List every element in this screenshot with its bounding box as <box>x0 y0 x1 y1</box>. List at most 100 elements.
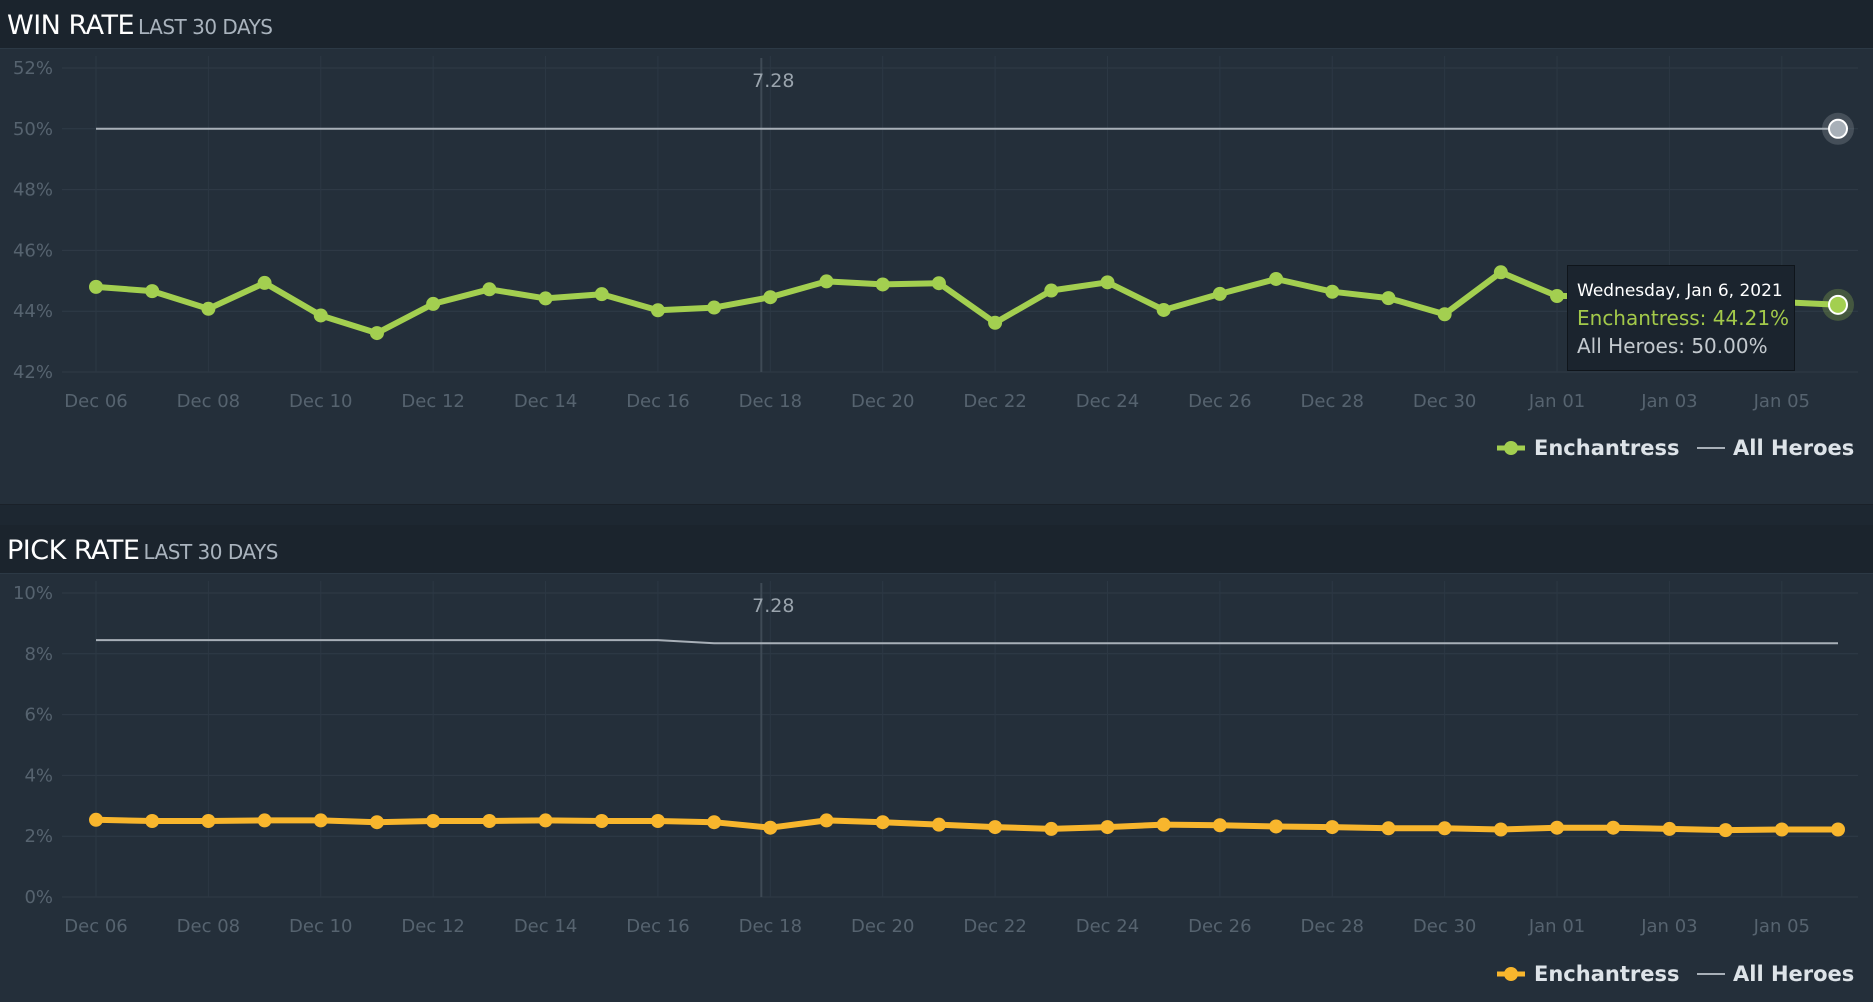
pick-enchantress-point <box>426 814 441 828</box>
pick-x-tick-label: Dec 28 <box>1301 916 1364 937</box>
win-x-tick-label: Dec 30 <box>1413 391 1476 412</box>
pick-all-heroes-line <box>96 639 1838 645</box>
pick-x-tick-label: Jan 03 <box>1640 916 1697 937</box>
tooltip-all-heroes-value: All Heroes: 50.00% <box>1577 334 1768 358</box>
win-enchantress-point <box>594 287 609 302</box>
pick-enchantress-point <box>145 814 160 828</box>
win-enchantress-point <box>89 279 103 294</box>
win-enchantress-point <box>650 303 665 318</box>
pick-x-tick-label: Dec 16 <box>626 916 689 937</box>
pick-enchantress-line <box>95 816 1838 834</box>
win-all-heroes-point <box>1828 118 1848 139</box>
win-x-tick-label: Dec 06 <box>64 391 127 412</box>
win-enchantress-point <box>931 276 946 291</box>
win-legend-all-label: All Heroes <box>1733 436 1854 460</box>
win-enchantress-point <box>1212 286 1227 301</box>
pick-enchantress-point <box>1044 821 1059 836</box>
win-enchantress-point <box>1044 283 1059 298</box>
win-enchantress-point <box>875 277 890 292</box>
pick-enchantress-point <box>1606 820 1621 835</box>
pick-enchantress-point <box>1550 820 1565 835</box>
pick-x-tick-label: Dec 30 <box>1413 916 1476 937</box>
chart-tooltip: Wednesday, Jan 6, 2021 Enchantress: 44.2… <box>1567 265 1795 371</box>
win-rate-subtitle: LAST 30 DAYS <box>138 15 273 39</box>
win-enchantress-point <box>538 291 553 306</box>
pick-x-tick-label: Dec 08 <box>177 916 240 937</box>
win-enchantress-point <box>1437 307 1452 322</box>
win-y-tick-label: 48% <box>13 180 53 201</box>
win-enchantress-point <box>1550 289 1565 303</box>
tooltip-hero-value: Enchantress: 44.21% <box>1577 306 1790 330</box>
pick-x-tick-label: Dec 22 <box>963 916 1026 937</box>
pick-enchantress-point <box>594 814 609 828</box>
pick-x-tick-label: Dec 26 <box>1188 916 1251 937</box>
win-x-tick-label: Dec 16 <box>626 391 689 412</box>
pick-y-tick-label: 4% <box>24 765 53 786</box>
pick-enchantress-point <box>1381 821 1396 836</box>
pick-enchantress-point <box>1662 821 1677 836</box>
win-y-tick-label: 50% <box>13 119 53 140</box>
win-legend: Enchantress All Heroes <box>1497 436 1854 460</box>
pick-rate-header: PICK RATE LAST 30 DAYS <box>0 525 1873 574</box>
pick-y-tick-label: 10% <box>13 583 53 604</box>
pick-rate-chart[interactable]: 0% 2% 4% 6% 8% 10% Dec 06 Dec 08 Dec 10 Dec 12 Dec… <box>0 525 1873 1002</box>
pick-enchantress-point <box>931 817 946 832</box>
pick-enchantress-point <box>875 815 890 830</box>
win-y-tick-label: 46% <box>13 240 53 261</box>
pick-enchantress-point <box>201 814 216 828</box>
pick-enchantress-point <box>1774 822 1789 837</box>
pick-enchantress-point <box>313 813 328 828</box>
win-x-tick-label: Dec 20 <box>851 391 914 412</box>
pick-x-tick-label: Jan 05 <box>1753 916 1810 937</box>
pick-x-tick-label: Dec 10 <box>289 916 352 937</box>
win-legend-hero-label: Enchantress <box>1534 436 1679 460</box>
win-enchantress-point <box>257 275 272 290</box>
win-y-tick-label: 44% <box>13 301 53 322</box>
win-enchantress-point <box>819 274 834 289</box>
pick-legend-hero-label: Enchantress <box>1534 962 1679 986</box>
pick-enchantress-point <box>257 813 272 828</box>
pick-x-tick-label: Dec 18 <box>739 916 802 937</box>
pick-enchantress-point <box>89 812 103 827</box>
win-x-tick-label: Dec 24 <box>1076 391 1139 412</box>
pick-enchantress-point <box>988 820 1003 835</box>
pick-rate-title: PICK RATE LAST 30 DAYS <box>7 535 278 566</box>
pick-legend-hero-marker <box>1504 967 1518 981</box>
win-enchantress-point <box>1493 265 1508 280</box>
panel-separator <box>0 504 1873 526</box>
win-enchantress-point <box>201 301 216 316</box>
win-enchantress-point <box>145 284 160 299</box>
win-enchantress-point <box>1100 275 1115 290</box>
win-enchantress-point <box>1156 302 1171 317</box>
win-x-tick-label: Dec 10 <box>289 391 352 412</box>
win-x-tick-label: Jan 01 <box>1528 391 1585 412</box>
pick-enchantress-point <box>819 813 834 828</box>
win-enchantress-point <box>426 296 441 311</box>
win-enchantress-point <box>763 290 778 305</box>
pick-y-tick-label: 2% <box>24 826 53 847</box>
pick-x-tick-label: Dec 06 <box>64 916 127 937</box>
win-rate-panel: WIN RATE LAST 30 DAYS 42% 44% 46% 48% 50% 52% D… <box>0 0 1873 504</box>
pick-enchantress-point <box>650 814 665 828</box>
win-y-tick-label: 42% <box>13 362 53 383</box>
pick-enchantress-point <box>1156 817 1171 832</box>
pick-enchantress-point <box>1325 820 1340 835</box>
win-rate-title-text: WIN RATE <box>7 10 135 41</box>
win-enchantress-point <box>313 308 328 323</box>
win-x-tick-label: Dec 28 <box>1301 391 1364 412</box>
pick-y-tick-label: 8% <box>24 644 53 665</box>
pick-enchantress-point <box>1212 818 1227 833</box>
pick-enchantress-point <box>538 813 553 828</box>
win-enchantress-point <box>707 300 722 315</box>
pick-rate-panel: PICK RATE LAST 30 DAYS 0% 2% 4% 6% 8% 10% Dec 0… <box>0 525 1873 1002</box>
pick-x-tick-label: Dec 24 <box>1076 916 1139 937</box>
pick-y-tick-label: 0% <box>24 887 53 908</box>
pick-rate-subtitle: LAST 30 DAYS <box>143 540 278 564</box>
pick-enchantress-point <box>1831 822 1845 837</box>
win-x-tick-label: Dec 22 <box>963 391 1026 412</box>
pick-x-tick-label: Jan 01 <box>1528 916 1585 937</box>
pick-enchantress-point <box>707 815 722 830</box>
win-legend-hero-marker <box>1504 441 1518 455</box>
win-rate-chart[interactable]: 42% 44% 46% 48% 50% 52% Dec 06 Dec 08 Dec 10 Dec … <box>0 0 1873 504</box>
win-x-tick-label: Jan 05 <box>1753 391 1810 412</box>
